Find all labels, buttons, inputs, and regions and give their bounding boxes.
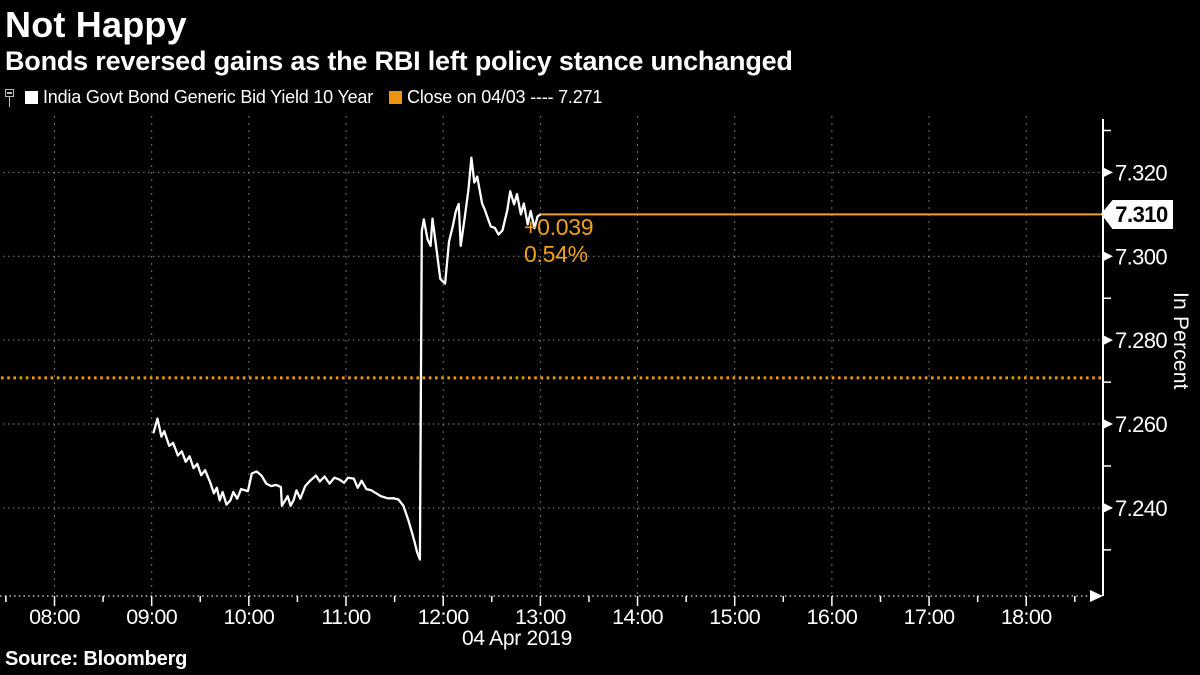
svg-text:11:00: 11:00	[321, 605, 371, 629]
y-axis-title: In Percent	[1169, 292, 1192, 390]
svg-text:17:00: 17:00	[904, 605, 955, 629]
horizontal-gridlines	[3, 171, 1103, 509]
series-marker-orange	[389, 91, 403, 104]
x-axis-date-label: 04 Apr 2019	[462, 627, 572, 650]
track-pin-icon	[5, 86, 17, 108]
change-percent: 0.54%	[524, 241, 588, 267]
svg-text:7.240: 7.240	[1115, 496, 1167, 521]
legend-item-yield-series: India Govt Bond Generic Bid Yield 10 Yea…	[5, 87, 373, 108]
svg-text:14:00: 14:00	[612, 605, 663, 629]
legend-label-close-line: Close on 04/03 ---- 7.271	[407, 87, 603, 107]
chart-subtitle: Bonds reversed gains as the RBI left pol…	[5, 46, 793, 76]
change-annotation: +0.039 0.54%	[524, 214, 594, 268]
source-attribution: Source: Bloomberg	[5, 648, 188, 670]
svg-text:18:00: 18:00	[1001, 605, 1052, 629]
chart-legend: India Govt Bond Generic Bid Yield 10 Yea…	[5, 87, 602, 108]
change-value: +0.039	[524, 214, 594, 240]
svg-text:7.300: 7.300	[1115, 244, 1167, 269]
svg-text:15:00: 15:00	[709, 605, 760, 629]
series-marker-white	[25, 91, 38, 104]
vertical-gridlines	[54, 116, 1027, 596]
svg-text:13:00: 13:00	[515, 605, 566, 629]
page-title: Not Happy	[5, 4, 187, 45]
y-axis: 7.240 7.260 7.280 7.300 7.320	[1102, 119, 1168, 596]
svg-text:16:00: 16:00	[806, 605, 857, 629]
svg-text:7.280: 7.280	[1115, 328, 1167, 353]
legend-item-close-line: Close on 04/03 ---- 7.271	[389, 87, 602, 108]
last-price-badge: 7.310	[1101, 200, 1173, 229]
svg-text:09:00: 09:00	[126, 605, 177, 629]
legend-label-yield-series: India Govt Bond Generic Bid Yield 10 Yea…	[43, 87, 374, 107]
svg-text:7.320: 7.320	[1115, 160, 1167, 185]
x-axis: 08:00 09:00 10:00 11:00 12:00 13:00 14:00 15:00…	[0, 590, 1103, 629]
svg-text:12:00: 12:00	[418, 605, 469, 629]
svg-text:7.260: 7.260	[1115, 412, 1167, 437]
svg-text:08:00: 08:00	[29, 605, 80, 629]
svg-text:10:00: 10:00	[223, 605, 274, 629]
price-line	[152, 156, 542, 561]
